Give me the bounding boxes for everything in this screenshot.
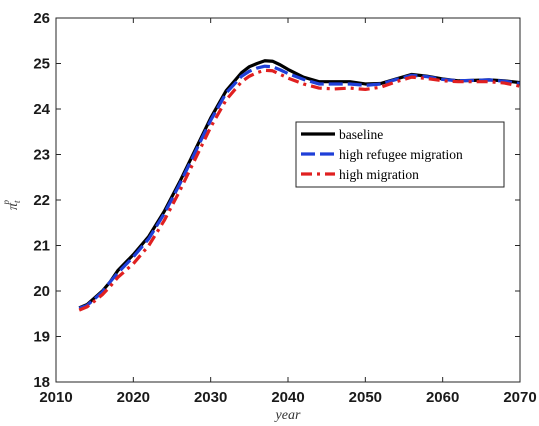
series-line-3 [78,68,521,312]
x-tick-label: 2060 [426,389,459,406]
x-tick-label: 2030 [194,389,227,406]
legend-label-2: high refugee migration [339,147,463,162]
x-tick-label: 2070 [503,389,536,406]
y-axis-label-base: π [6,202,21,210]
y-tick-label: 21 [33,238,50,255]
y-axis-label-sup: p [1,199,11,205]
x-tick-label: 2040 [271,389,304,406]
x-tick-label: 2050 [349,389,382,406]
x-tick-label: 2010 [39,389,72,406]
legend-items: baseline high refugee migration high migra… [301,127,463,182]
series-line-2 [78,64,521,310]
legend: baseline high refugee migration high migra… [295,121,505,188]
y-tick-label: 20 [33,283,50,300]
y-tick-label: 18 [33,374,50,391]
axis-ticks: 2010 2020 2030 2040 2050 2060 2070 18 19 20 21 22 23… [33,10,536,406]
y-tick-label: 22 [33,192,50,209]
legend-label-1: baseline [339,127,383,142]
series-lines [78,59,521,312]
y-tick-label: 25 [33,56,50,73]
y-axis-label-sub: t [12,200,22,203]
y-tick-label: 19 [33,329,50,346]
y-tick-label: 26 [33,10,50,27]
y-axis-label: πtp [1,199,22,210]
y-tick-label: 23 [33,147,50,164]
plot-frame [55,17,521,383]
x-axis-label: year [274,408,301,423]
x-tick-label: 2020 [117,389,150,406]
legend-label-3: high migration [339,167,419,182]
plot-background [56,18,520,382]
y-tick-label: 24 [33,101,50,118]
